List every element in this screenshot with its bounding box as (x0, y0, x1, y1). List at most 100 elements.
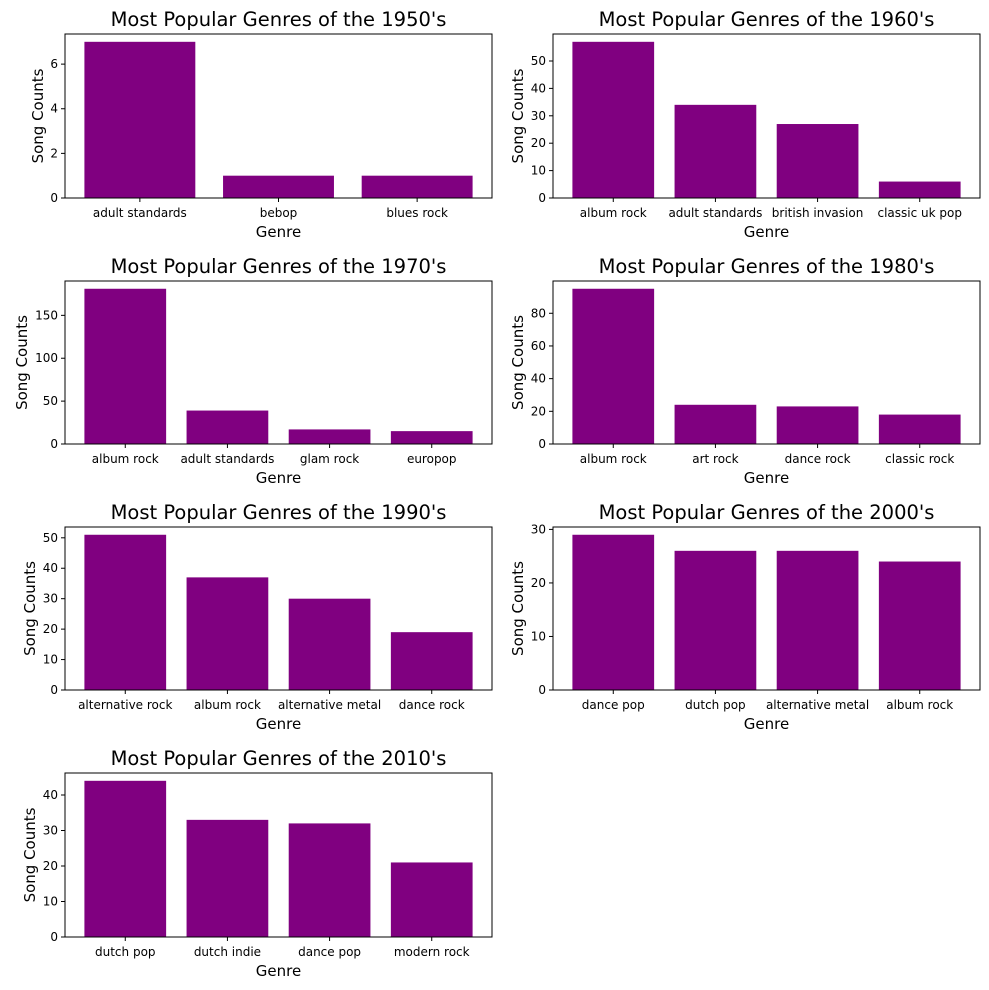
y-tick-label: 80 (531, 306, 546, 320)
y-tick-label: 10 (531, 164, 546, 178)
bar-british-invasion (776, 124, 859, 198)
x-tick-label: alternative rock (78, 698, 172, 712)
plot-frame (552, 526, 981, 691)
x-tick-label: modern rock (394, 945, 470, 959)
y-tick-label: 0 (50, 437, 58, 451)
bar-album-rock (186, 577, 269, 690)
chart-title: Most Popular Genres of the 1960's (599, 8, 935, 31)
x-axis-label: Genre (256, 469, 301, 487)
x-tick-label: adult standards (668, 206, 762, 220)
bar-adult-standards (674, 104, 757, 198)
bar-dutch-pop (84, 780, 167, 937)
y-tick-label: 0 (538, 191, 546, 205)
chart-panel-1: adult standards bebop blues rock 0 2 4 6 Most P… (29, 8, 493, 241)
y-tick-label: 4 (50, 102, 58, 116)
bar-adult-standards (84, 41, 196, 198)
y-tick-label: 150 (35, 308, 58, 322)
bar-classic-rock (878, 414, 961, 444)
plot-frame (552, 280, 981, 445)
y-axis-label: Song Counts (509, 315, 527, 410)
x-tick-label: dance rock (399, 698, 465, 712)
y-tick-label: 40 (531, 372, 546, 386)
y-tick-label: 100 (35, 351, 58, 365)
chart-panel-3: album rock adult standards glam rock europo… (13, 255, 493, 487)
bar-alternative-rock (84, 534, 167, 690)
x-tick-label: adult standards (93, 206, 187, 220)
bar-dance-rock (776, 406, 859, 444)
bar-modern-rock (390, 862, 473, 937)
y-tick-label: 50 (43, 394, 58, 408)
x-tick-label: alternative metal (278, 698, 381, 712)
chart-panel-5: alternative rock album rock alternative me… (21, 501, 493, 733)
bar-blues-rock (361, 175, 473, 198)
y-tick-label: 20 (531, 136, 546, 150)
y-axis-label: Song Counts (509, 68, 527, 163)
bar-dutch-indie (186, 819, 269, 937)
y-axis-label: Song Counts (13, 315, 31, 410)
bar-album-rock (878, 561, 961, 690)
bar-album-rock (572, 41, 655, 198)
y-axis-label: Song Counts (21, 807, 39, 902)
bar-art-rock (674, 404, 757, 444)
y-tick-label: 0 (50, 191, 58, 205)
x-tick-label: dutch pop (685, 698, 746, 712)
bar-classic-uk-pop (878, 181, 961, 198)
y-tick-label: 20 (531, 576, 546, 590)
chart-title: Most Popular Genres of the 1970's (111, 255, 447, 278)
bar-album-rock (572, 288, 655, 444)
y-tick-label: 50 (531, 54, 546, 68)
y-tick-label: 20 (531, 404, 546, 418)
chart-panel-4: album rock art rock dance rock classic rock… (509, 255, 981, 487)
plot-frame (64, 280, 493, 445)
chart-panel-6: dance pop dutch pop alternative metal album… (509, 501, 981, 733)
y-tick-label: 40 (43, 788, 58, 802)
y-tick-label: 10 (43, 653, 58, 667)
chart-panel-7: dutch pop dutch indie dance pop modern rock… (21, 747, 493, 980)
x-tick-label: blues rock (386, 206, 448, 220)
chart-title: Most Popular Genres of the 1950's (111, 8, 447, 31)
y-tick-label: 20 (43, 859, 58, 873)
y-tick-label: 60 (531, 339, 546, 353)
y-tick-label: 20 (43, 622, 58, 636)
y-tick-label: 0 (50, 930, 58, 944)
x-tick-label: bebop (260, 206, 298, 220)
bar-glam-rock (288, 429, 371, 444)
bar-alternative-metal (776, 550, 859, 690)
y-tick-label: 30 (531, 109, 546, 123)
x-tick-label: classic rock (885, 452, 954, 466)
y-tick-label: 0 (50, 683, 58, 697)
x-tick-label: album rock (580, 206, 647, 220)
x-tick-label: dutch indie (194, 945, 261, 959)
x-tick-label: album rock (194, 698, 261, 712)
chart-title: Most Popular Genres of the 1980's (599, 255, 935, 278)
y-axis-label: Song Counts (29, 68, 47, 163)
x-tick-label: album rock (92, 452, 159, 466)
y-tick-label: 30 (531, 522, 546, 536)
plot-frame (64, 526, 493, 691)
x-axis-label: Genre (256, 962, 301, 980)
x-tick-label: alternative metal (766, 698, 869, 712)
y-tick-label: 30 (43, 592, 58, 606)
bar-album-rock (84, 288, 167, 444)
x-tick-label: europop (407, 452, 457, 466)
plot-frame (64, 772, 493, 938)
y-tick-label: 2 (50, 146, 58, 160)
chart-title: Most Popular Genres of the 2010's (111, 747, 447, 770)
x-tick-label: dutch pop (95, 945, 156, 959)
bar-alternative-metal (288, 598, 371, 690)
x-axis-label: Genre (744, 715, 789, 733)
x-axis-label: Genre (744, 223, 789, 241)
y-tick-label: 30 (43, 824, 58, 838)
x-tick-label: classic uk pop (877, 206, 961, 220)
y-tick-label: 40 (43, 561, 58, 575)
x-axis-label: Genre (256, 223, 301, 241)
y-tick-label: 40 (531, 81, 546, 95)
y-tick-label: 0 (538, 683, 546, 697)
bar-dance-pop (288, 823, 371, 937)
y-axis-label: Song Counts (21, 561, 39, 656)
x-tick-label: adult standards (180, 452, 274, 466)
chart-title: Most Popular Genres of the 2000's (599, 501, 935, 524)
y-axis-label: Song Counts (509, 561, 527, 656)
x-tick-label: art rock (692, 452, 738, 466)
bar-adult-standards (186, 410, 269, 444)
